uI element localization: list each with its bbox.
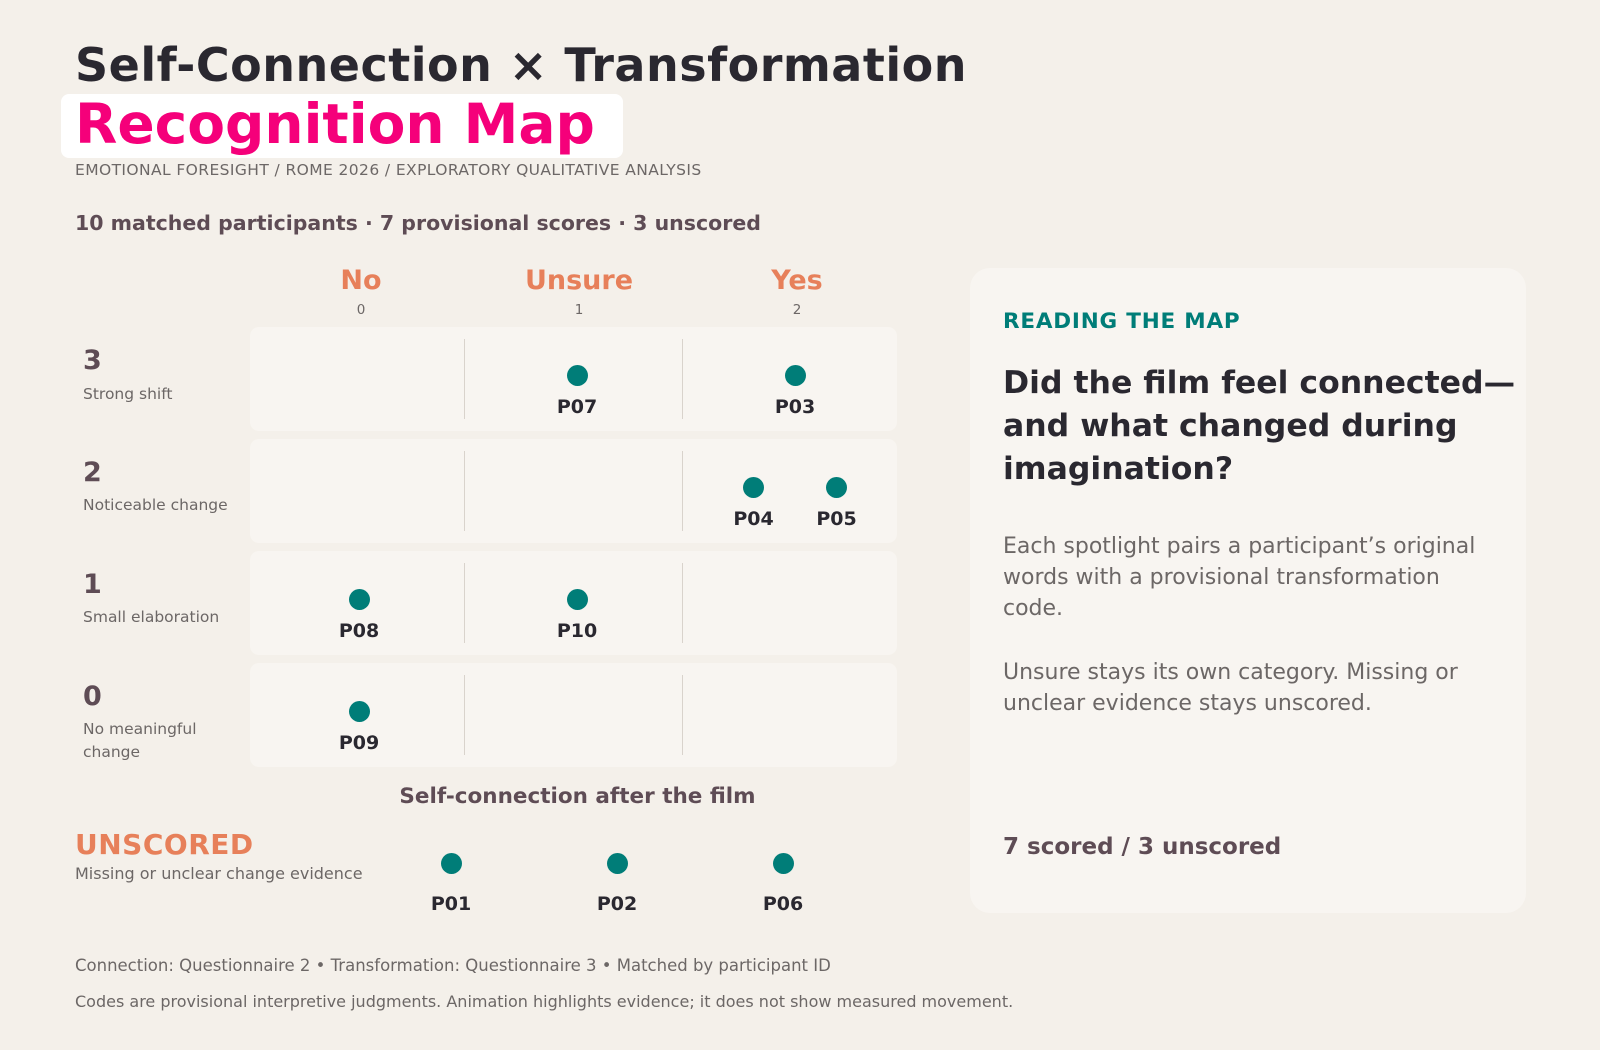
column-divider <box>464 451 465 531</box>
panel-score-count: 7 scored / 3 unscored <box>1003 834 1282 860</box>
column-divider <box>464 675 465 755</box>
column-header-no: No 0 <box>252 265 470 318</box>
data-label-p08: P08 <box>338 620 380 642</box>
column-label: No <box>340 265 382 296</box>
column-value: 2 <box>792 302 802 318</box>
column-divider <box>464 339 465 419</box>
unscored-point-p06[interactable] <box>772 853 794 874</box>
row-value-3: 3 <box>83 345 102 376</box>
data-label-p07: P07 <box>556 396 598 418</box>
column-header-yes: Yes 2 <box>688 265 906 318</box>
data-label-p05: P05 <box>816 508 857 530</box>
column-label: Yes <box>771 265 823 296</box>
data-label-p04: P04 <box>733 508 774 530</box>
data-point-p10[interactable] <box>566 589 588 610</box>
column-header-unsure: Unsure 1 <box>470 265 688 318</box>
row-card-2 <box>250 439 897 543</box>
column-divider <box>682 451 683 531</box>
unscored-point-p02[interactable] <box>606 853 628 874</box>
column-value: 1 <box>574 302 584 318</box>
data-point-p03[interactable] <box>784 365 806 386</box>
data-point-p04[interactable] <box>743 477 764 498</box>
panel-paragraph-2: Unsure stays its own category. Missing o… <box>1003 660 1458 716</box>
column-divider <box>682 563 683 643</box>
reading-panel <box>970 268 1526 913</box>
title-line-2: Recognition Map <box>75 92 595 156</box>
unscored-subtitle: Missing or unclear change evidence <box>75 864 363 883</box>
panel-paragraph-1: Each spotlight pairs a participant’s ori… <box>1003 534 1476 621</box>
row-label-2: Noticeable change <box>83 496 228 514</box>
column-value: 0 <box>356 302 366 318</box>
column-label: Unsure <box>524 265 634 296</box>
title-highlight-box <box>61 94 623 158</box>
row-label-0: No meaningful change <box>83 720 197 761</box>
data-point-p07[interactable] <box>566 365 588 386</box>
unscored-point-p01[interactable] <box>440 853 462 874</box>
data-point-p05[interactable] <box>826 477 847 498</box>
row-value-2: 2 <box>83 457 102 488</box>
row-label-1: Small elaboration <box>83 608 220 626</box>
unscored-label-p06: P06 <box>762 893 804 915</box>
data-point-p09[interactable] <box>348 701 370 722</box>
row-label-3: Strong shift <box>83 385 173 403</box>
x-axis-title: Self-connection after the film <box>399 784 756 809</box>
data-label-p09: P09 <box>338 732 380 754</box>
unscored-label-p01: P01 <box>430 893 472 915</box>
panel-kicker: READING THE MAP <box>1003 309 1241 334</box>
column-divider <box>464 563 465 643</box>
data-label-p03: P03 <box>774 396 816 418</box>
summary-line: 10 matched participants · 7 provisional … <box>75 211 761 235</box>
footer-disclaimer: Codes are provisional interpretive judgm… <box>75 992 1014 1011</box>
subtitle: EMOTIONAL FORESIGHT / ROME 2026 / EXPLOR… <box>75 161 702 179</box>
unscored-title: UNSCORED <box>75 828 254 861</box>
footer-sources: Connection: Questionnaire 2 • Transforma… <box>75 956 831 975</box>
row-value-0: 0 <box>83 681 102 712</box>
row-value-1: 1 <box>83 569 102 600</box>
data-point-p08[interactable] <box>348 589 370 610</box>
unscored-label-p02: P02 <box>596 893 638 915</box>
data-label-p10: P10 <box>556 620 598 642</box>
column-divider <box>682 675 683 755</box>
column-divider <box>682 339 683 419</box>
panel-question: Did the film feel connected—and what cha… <box>1003 365 1516 487</box>
title-line-1: Self-Connection × Transformation <box>75 38 967 92</box>
